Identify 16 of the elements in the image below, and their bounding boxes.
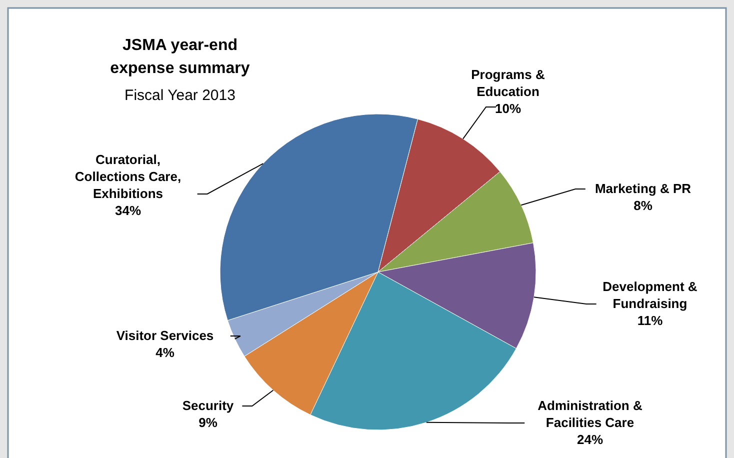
chart-title: JSMA year-end expense summary [110,37,250,77]
slice-label: Security [182,398,234,413]
data-label: 9% [198,415,218,430]
slice-label: Curatorial, Collections Care, Exhibitions [74,152,182,201]
slice-label: Development & Fundraising [602,279,698,311]
slice-label: Marketing & PR [594,181,692,196]
data-label: 4% [156,345,175,360]
data-label: 24% [576,432,604,447]
data-label: 34% [114,203,142,218]
text: Fiscal Year 2013 [124,87,236,104]
data-label: 8% [634,198,653,213]
data-label: 11% [637,313,664,328]
data-label: 10% [494,101,522,116]
slice-label: Visitor Services [116,328,214,343]
slice-label: Administration & Facilities Care [538,398,642,430]
slice-label: Programs & Education [471,67,545,99]
